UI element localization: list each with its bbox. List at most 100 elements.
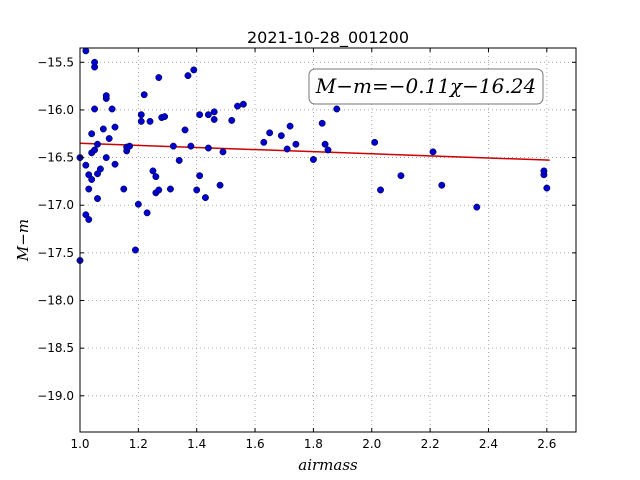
data-point (146, 117, 154, 125)
data-point (371, 138, 379, 146)
data-point (266, 129, 274, 137)
data-point (82, 47, 90, 55)
x-tick-label: 1.8 (304, 437, 323, 451)
y-tick-label: −19.0 (37, 389, 74, 403)
y-tick-label: −18.0 (37, 294, 74, 308)
data-point (260, 138, 268, 146)
data-point (283, 145, 291, 153)
data-point (91, 58, 99, 66)
data-point (137, 117, 145, 125)
data-point (102, 154, 110, 162)
chart-title: 2021-10-28_001200 (247, 28, 409, 48)
data-point (239, 100, 247, 108)
data-point (228, 116, 236, 124)
x-tick-label: 2.0 (362, 437, 381, 451)
data-point (91, 146, 99, 154)
y-tick-label: −16.0 (37, 103, 74, 117)
data-point (88, 176, 96, 183)
data-point (120, 185, 128, 193)
x-tick-label: 1.0 (70, 437, 89, 451)
data-point (318, 119, 326, 127)
data-point (169, 142, 177, 150)
data-point (88, 130, 96, 138)
data-point (219, 148, 227, 156)
data-point (438, 181, 446, 189)
data-point (111, 123, 119, 131)
data-point (105, 135, 113, 142)
data-point (204, 111, 212, 119)
data-point (85, 185, 93, 193)
fit-annotation: M−m=−0.11χ−16.24 (308, 68, 544, 105)
data-point (143, 209, 151, 217)
y-axis-label: M−m (14, 219, 32, 262)
data-point (181, 126, 189, 134)
data-point (111, 160, 119, 168)
y-tick-label: −17.5 (37, 246, 74, 260)
data-point (96, 165, 104, 173)
data-point (473, 203, 481, 211)
data-point (543, 184, 551, 192)
y-tick-label: −15.5 (37, 55, 74, 69)
data-point (397, 172, 405, 180)
data-point (134, 200, 142, 208)
data-point (324, 146, 332, 154)
data-point (94, 140, 101, 148)
data-point (108, 105, 116, 113)
x-tick-label: 1.2 (129, 437, 148, 451)
data-point (210, 116, 218, 123)
x-tick-label: 2.6 (537, 437, 556, 451)
data-point (175, 156, 183, 164)
data-point (131, 246, 139, 254)
data-point (540, 167, 548, 175)
data-point (140, 91, 148, 99)
data-point (155, 186, 163, 194)
annotation-box (308, 68, 544, 105)
data-point (161, 113, 169, 121)
x-axis-label: airmass (298, 456, 358, 474)
data-point (210, 108, 218, 116)
data-point (102, 92, 110, 100)
data-point (202, 194, 209, 202)
data-point (137, 111, 145, 119)
data-point (94, 195, 101, 203)
x-tick-label: 2.2 (421, 437, 440, 451)
data-point (184, 72, 192, 80)
data-point (333, 105, 341, 113)
data-point (321, 140, 329, 148)
data-point (187, 142, 195, 150)
x-tick-label: 1.6 (246, 437, 265, 451)
data-point (204, 144, 212, 152)
fit-line-group (79, 142, 550, 161)
x-tick-label: 1.4 (187, 437, 206, 451)
data-point (429, 148, 437, 156)
data-point (234, 102, 242, 110)
y-ticks: −15.5 −16.0 −16.5 −17.0 −17.5 −18.0 −18.5 −19.0 (37, 55, 576, 403)
y-tick-label: −16.5 (37, 151, 74, 165)
data-point (82, 161, 90, 169)
data-point (292, 140, 300, 148)
annotation-text: M−m=−0.11χ−16.24 (315, 74, 536, 98)
data-point (152, 173, 160, 181)
data-point (166, 185, 174, 193)
y-tick-label: −18.5 (37, 341, 74, 355)
x-ticks: 1.0 1.2 1.4 1.6 1.8 2.0 2.2 2.4 2.6 (70, 48, 556, 451)
data-point (286, 122, 294, 130)
grid-lines (79, 48, 576, 432)
data-point (309, 156, 317, 163)
plot-frame (79, 47, 577, 433)
data-point (377, 186, 384, 194)
data-point (193, 186, 201, 194)
data-point (196, 111, 204, 119)
data-point (85, 216, 93, 223)
data-point (277, 132, 285, 140)
data-point (155, 74, 163, 81)
data-point (149, 167, 157, 175)
data-point (216, 181, 224, 189)
x-tick-label: 2.4 (479, 437, 498, 451)
data-point (190, 66, 198, 74)
data-point (126, 142, 134, 150)
fit-line (79, 142, 550, 161)
data-point (99, 125, 107, 133)
data-point (91, 105, 99, 113)
